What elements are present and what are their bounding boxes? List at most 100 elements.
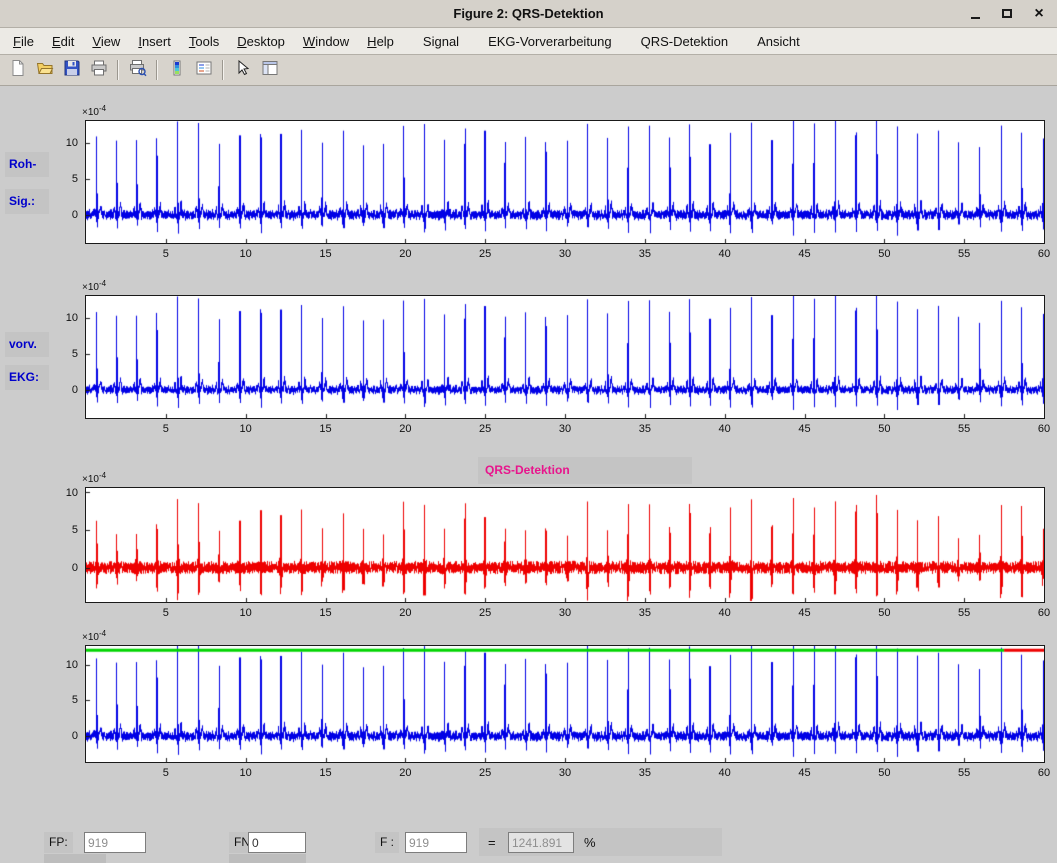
x-tick-label: 45 [798,607,811,619]
scale-exponent: -4 [98,103,107,113]
minimize-button[interactable] [967,6,983,22]
x-tick-label: 20 [399,607,412,619]
fn-field[interactable] [248,832,306,853]
plot-title-qrs-detektion: QRS-Detektion [478,457,692,484]
insert-legend-icon [195,59,213,82]
x-tick-label: 30 [558,607,572,619]
axes-vorverarbeitetes-ekg: ×10-4 0 5 10 5 10 15 20 25 30 35 40 45 50 55 60 [66,279,1050,435]
insert-legend-button[interactable] [191,58,216,83]
close-icon: × [1034,4,1044,22]
x-tick-label: 25 [479,767,492,779]
menu-insert[interactable]: Insert [138,33,171,49]
property-editor-icon [261,59,279,82]
y-tick-label: 5 [71,172,78,185]
save-figure-icon [63,59,81,82]
y-axis-scale-label: ×10-4 [82,629,106,643]
title-bar[interactable]: Figure 2: QRS-Detektion × [0,0,1057,28]
toolbar-separator [222,60,224,80]
y-tick-label: 5 [71,347,78,360]
detektion-ergebnis-canvas[interactable] [86,646,1044,762]
plot-area-qrs-detektion[interactable] [85,487,1045,603]
y-axis-scale-label: ×10-4 [82,279,106,293]
print-figure-button[interactable] [86,58,111,83]
menu-tools[interactable]: Tools [188,33,220,49]
menu-desktop[interactable]: Desktop [237,33,285,49]
window-controls: × [967,0,1047,27]
qrs-detektion-canvas[interactable] [86,488,1044,602]
insert-colorbar-icon [168,59,186,82]
menu-edit[interactable]: Edit [51,33,75,49]
x-tick-label: 60 [1037,423,1051,435]
f-field[interactable] [405,832,467,853]
plot-area-vorverarbeitetes-ekg[interactable] [85,295,1045,419]
x-tick-label: 35 [638,767,651,779]
x-tick-label: 5 [162,767,169,779]
plot-area-roh-signal[interactable] [85,120,1045,244]
axes-qrs-detektion: ×10-4 QRS-Detektion 0 5 10 5 10 15 20 25 30 35 40 45 5… [66,457,1050,619]
equals-label: = [488,835,496,850]
x-tick-label: 25 [479,423,492,435]
y-tick-label: 10 [65,486,78,499]
y-tick-label: 10 [65,311,78,324]
x-tick-label: 15 [319,607,332,619]
close-button[interactable]: × [1031,4,1047,22]
toolbar-separator [117,60,119,80]
open-folder-icon [36,59,54,82]
plot-area-detektion-ergebnis[interactable] [85,645,1045,763]
menu-help[interactable]: Help [367,33,394,49]
print-preview-button[interactable] [125,58,150,83]
x-tick-label: 35 [638,423,651,435]
y-tick-label: 0 [71,730,78,743]
open-folder-button[interactable] [32,58,57,83]
figure-toolbar [0,55,1057,86]
maximize-button[interactable] [999,6,1015,22]
x-tick-label: 40 [718,423,731,435]
menu-window[interactable]: Window [302,33,350,49]
print-preview-icon [129,59,147,82]
axes-roh-signal: ×10-4 0 5 10 5 10 15 20 25 30 35 40 45 50 55 60 [66,104,1050,260]
scale-base: ×10 [82,282,99,293]
scale-exponent: -4 [98,628,107,638]
insert-colorbar-button[interactable] [164,58,189,83]
clipped-control [229,854,306,863]
preprocessed-label-line2: EKG: [5,365,49,390]
x-tick-label: 50 [878,423,891,435]
print-figure-icon [90,59,108,82]
y-tick-label: 0 [71,561,78,574]
x-tick-label: 10 [239,423,252,435]
save-figure-button[interactable] [59,58,84,83]
x-tick-label: 25 [479,607,492,619]
fp-field[interactable] [84,832,146,853]
menu-ekg-vorverarbeitung[interactable]: EKG-Vorverarbeitung [488,33,612,49]
x-tick-label: 5 [162,423,169,435]
y-tick-label: 0 [71,208,78,221]
y-tick-label: 5 [71,524,78,536]
property-editor-button[interactable] [257,58,282,83]
edit-plot-button[interactable] [230,58,255,83]
menu-signal[interactable]: Signal [422,33,460,49]
x-tick-label: 15 [319,248,332,260]
x-tick-label: 60 [1037,607,1051,619]
maximize-icon [1002,9,1012,18]
x-tick-label: 45 [798,767,811,779]
menu-bar: File Edit View Insert Tools Desktop Window Help… [0,28,1057,55]
menu-ansicht[interactable]: Ansicht [757,33,800,49]
x-tick-label: 40 [718,607,731,619]
menu-file[interactable]: File [13,33,34,49]
minimize-icon [970,17,980,19]
x-tick-label: 20 [399,248,412,260]
x-tick-label: 40 [718,248,731,260]
menu-view[interactable]: View [92,33,121,49]
x-tick-label: 30 [558,767,572,779]
menu-qrs-detektion[interactable]: QRS-Detektion [640,33,729,49]
x-tick-label: 10 [239,767,252,779]
x-tick-label: 35 [638,607,651,619]
vorverarbeitetes-ekg-canvas[interactable] [86,296,1044,418]
roh-signal-canvas[interactable] [86,121,1044,243]
x-tick-label: 30 [558,248,572,260]
new-document-button[interactable] [5,58,30,83]
scale-base: ×10 [82,107,99,118]
y-axis-scale-label: ×10-4 [82,104,106,118]
ratio-field[interactable] [508,832,574,853]
